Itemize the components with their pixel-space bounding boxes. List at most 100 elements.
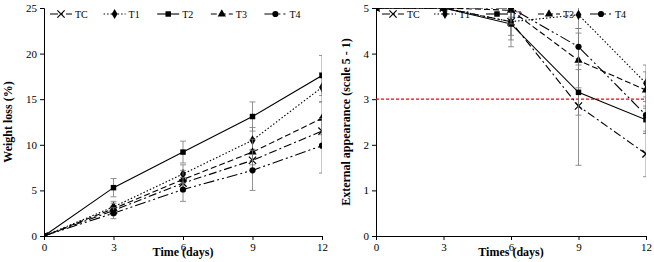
legend-label: T1 (459, 9, 470, 20)
figure: 0369120510152025Time (days)Weight loss (… (0, 0, 654, 262)
legend: TCT1T2T3T4 (382, 9, 626, 20)
tick: 3 (441, 236, 447, 253)
tick-mark (579, 236, 580, 240)
error-cap (111, 207, 117, 208)
chart: 036912012345Times (days)External appeara… (339, 0, 652, 259)
tick-label: 3 (111, 241, 117, 253)
marker (642, 150, 646, 157)
axis-line (45, 237, 323, 241)
y-axis: 012345 (364, 2, 377, 242)
error-bar (250, 102, 256, 131)
error-cap (643, 131, 646, 132)
marker (576, 10, 582, 20)
error-cap (250, 101, 256, 102)
error-cap (576, 115, 582, 116)
error-cap (111, 218, 117, 219)
tick-label: 9 (250, 241, 256, 253)
error-bar (111, 179, 117, 197)
marker (180, 149, 185, 154)
legend-label: T4 (289, 9, 300, 20)
error-cap (643, 96, 646, 97)
error-cap (576, 28, 582, 29)
error-cap (180, 177, 186, 178)
tick: 2 (364, 139, 377, 151)
series (376, 8, 646, 133)
legend-label: T1 (129, 9, 140, 20)
tick-mark (40, 145, 44, 146)
tick: 5 (364, 2, 377, 14)
legend-label: T3 (563, 9, 574, 20)
error-bar (319, 55, 322, 95)
tick-label: 5 (32, 184, 38, 196)
error-cap (180, 141, 186, 142)
y-axis: 0510152025 (26, 2, 45, 242)
tick-mark (40, 190, 44, 191)
y-axis-title: External appearance (scale 5 - 1) (339, 38, 353, 206)
tick: 20 (26, 48, 44, 60)
tick: 0 (32, 230, 45, 242)
tick-mark (40, 99, 44, 100)
error-bar (319, 73, 322, 102)
error-cap (319, 101, 322, 102)
tick: 12 (641, 236, 652, 253)
tick-label: 0 (364, 230, 370, 242)
marker (319, 143, 322, 149)
legend-marker (218, 9, 226, 16)
error-bar (111, 208, 117, 219)
error-bar (643, 97, 646, 133)
marker (642, 85, 646, 92)
tick: 10 (26, 139, 44, 151)
legend-label: T4 (615, 9, 626, 20)
legend-marker (389, 10, 396, 17)
error-bar (180, 141, 186, 163)
tick-label: 12 (317, 241, 328, 253)
error-cap (319, 173, 322, 174)
error-cap (643, 65, 646, 66)
marker (318, 127, 322, 134)
tick-label: 0 (32, 230, 38, 242)
tick-label: 3 (364, 93, 370, 105)
error-cap (250, 139, 256, 140)
legend-marker (272, 11, 278, 17)
y-axis-title: Weight loss (%) (1, 81, 15, 162)
plot-area (44, 55, 322, 236)
tick-mark (372, 54, 376, 55)
tick: 9 (250, 236, 256, 253)
error-cap (643, 101, 646, 102)
marker (44, 231, 47, 236)
legend-marker (598, 11, 604, 17)
error-cap (643, 108, 646, 109)
tick: 0 (374, 236, 380, 253)
legend-item: T1 (104, 9, 140, 20)
series (376, 8, 646, 108)
legend-item: TC (50, 9, 88, 20)
error-cap (250, 131, 256, 132)
error-cap (319, 55, 322, 56)
line (44, 118, 322, 236)
error-bar (319, 117, 322, 144)
series (376, 8, 646, 133)
reference-line (376, 99, 646, 100)
legend-marker (165, 11, 170, 16)
marker (575, 44, 581, 50)
tick-label: 3 (441, 241, 447, 253)
marker (319, 73, 322, 78)
legend-item: T3 (538, 9, 574, 20)
legend-label: T2 (511, 9, 522, 20)
legend-label: T3 (236, 9, 247, 20)
legend-marker (545, 9, 553, 16)
tick: 9 (576, 236, 582, 253)
error-cap (643, 106, 646, 107)
marker (318, 114, 322, 121)
marker (376, 8, 379, 13)
tick-mark (183, 236, 184, 240)
marker (44, 233, 47, 236)
tick-label: 4 (364, 48, 370, 60)
error-bar (319, 118, 322, 173)
tick-label: 5 (364, 2, 370, 14)
error-cap (508, 46, 514, 47)
x-axis-title: Time (days) (153, 245, 214, 259)
error-bar (643, 106, 646, 133)
legend-marker (442, 9, 448, 19)
error-bar (576, 29, 582, 65)
